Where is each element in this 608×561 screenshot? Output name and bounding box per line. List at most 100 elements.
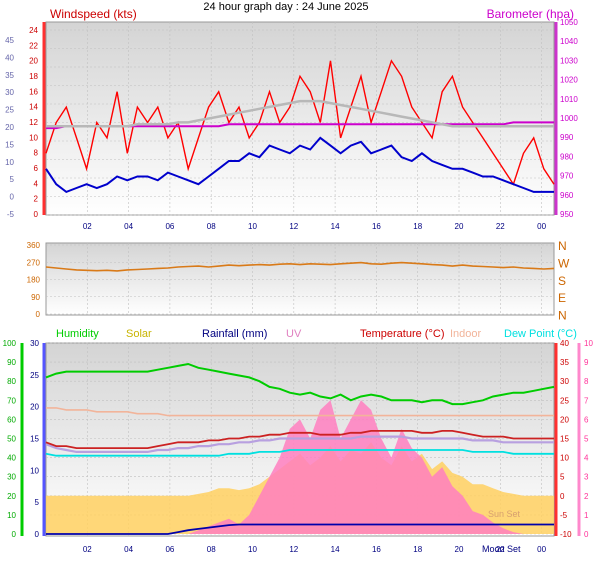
humidity-tick-label: 0	[12, 530, 17, 539]
humidity-tick-label: 30	[7, 473, 16, 482]
legend-item: Humidity	[56, 328, 99, 340]
humidity-tick-label: 70	[7, 396, 16, 405]
rainfall-tick-label: 0	[35, 530, 40, 539]
kts-tick-label: 20	[29, 57, 38, 66]
temperature-series	[45, 429, 554, 450]
temperature-tick-label: 10	[560, 454, 569, 463]
compass-label: N	[558, 309, 567, 323]
kts-tick-label: 8	[34, 149, 39, 158]
temperature-tick-label: -5	[560, 511, 568, 520]
dewpoint-series	[45, 449, 554, 457]
x-tick-label: 20	[455, 222, 464, 231]
temperature-tick-label: -10	[560, 530, 572, 539]
humidity-tick-label: 20	[7, 492, 16, 501]
uv-tick-label: 6	[584, 415, 589, 424]
uv-series	[46, 400, 554, 534]
humidity-tick-label: 100	[3, 339, 17, 348]
kts-tick-label: 22	[29, 41, 38, 50]
sun-set-label: Sun Set	[488, 509, 521, 519]
mps-tick-label: 25	[5, 106, 14, 115]
compass-label: E	[558, 291, 566, 305]
x-tick-label: 14	[331, 222, 340, 231]
kts-tick-label: 2	[34, 195, 39, 204]
uv-tick-label: 9	[584, 358, 589, 367]
hpa-tick-label: 1040	[560, 37, 578, 46]
temperature-tick-label: 25	[560, 396, 569, 405]
hpa-tick-label: 960	[560, 191, 574, 200]
kts-tick-label: 18	[29, 72, 38, 81]
legend-item: Indoor	[450, 328, 482, 340]
humidity-tick-label: 10	[7, 511, 16, 520]
uv-tick-label: 1	[584, 511, 589, 520]
chart-title: 24 hour graph day : 24 June 2025	[203, 1, 368, 13]
x-tick-label: 08	[207, 545, 216, 554]
uv-tick-label: 4	[584, 454, 589, 463]
rainfall-tick-label: 20	[30, 403, 39, 412]
uv-tick-label: 0	[584, 530, 589, 539]
kts-tick-label: 12	[29, 118, 38, 127]
x-tick-label: 12	[289, 222, 298, 231]
x-tick-label: 06	[165, 222, 174, 231]
x-tick-label: 20	[455, 545, 464, 554]
barometer-label: Barometer (hpa)	[487, 7, 574, 21]
kts-tick-label: 24	[29, 26, 38, 35]
mps-tick-label: 35	[5, 71, 14, 80]
compass-label: W	[558, 256, 570, 270]
legend-item: Solar	[126, 328, 152, 340]
x-tick-label: 12	[289, 545, 298, 554]
kts-tick-label: 14	[29, 103, 38, 112]
temperature-tick-label: 40	[560, 339, 569, 348]
rainfall-tick-label: 15	[30, 435, 39, 444]
humidity-tick-label: 40	[7, 454, 16, 463]
x-tick-label: 00	[537, 545, 546, 554]
humidity-tick-label: 50	[7, 435, 16, 444]
humidity-tick-label: 90	[7, 358, 16, 367]
x-tick-label: 04	[124, 545, 133, 554]
temperature-tick-label: 30	[560, 377, 569, 386]
x-tick-label: 14	[331, 545, 340, 554]
humidity-tick-label: 80	[7, 377, 16, 386]
hpa-tick-label: 980	[560, 152, 574, 161]
x-tick-label: 00	[537, 222, 546, 231]
indoor-series	[46, 407, 554, 417]
mps-tick-label: 15	[5, 140, 14, 149]
x-tick-label: 22	[496, 222, 505, 231]
hpa-tick-label: 1020	[560, 76, 578, 85]
x-tick-label: 16	[372, 545, 381, 554]
uv-tick-label: 8	[584, 377, 589, 386]
x-tick-label: 10	[248, 545, 257, 554]
mps-tick-label: 10	[5, 158, 14, 167]
hpa-tick-label: 970	[560, 172, 574, 181]
x-tick-label: 22	[496, 545, 505, 554]
x-tick-label: 02	[83, 545, 92, 554]
humidity-series	[45, 362, 555, 406]
x-tick-label: 18	[413, 222, 422, 231]
uv-tick-label: 2	[584, 492, 589, 501]
hpa-tick-label: 1030	[560, 56, 578, 65]
uv-tick-label: 3	[584, 473, 589, 482]
legend-item: Rainfall (mm)	[202, 328, 267, 340]
humidity-tick-label: 60	[7, 415, 16, 424]
kts-tick-label: 10	[29, 133, 38, 142]
direction-tick-label: 0	[36, 310, 41, 319]
avg-wind-series	[45, 136, 554, 194]
temperature-tick-label: 35	[560, 358, 569, 367]
apparent-temperature-series	[45, 435, 554, 453]
compass-label: N	[558, 239, 567, 253]
hpa-tick-label: 1050	[560, 18, 578, 27]
windspeed-label: Windspeed (kts)	[50, 7, 137, 21]
temperature-tick-label: 0	[560, 492, 565, 501]
legend-item: Dew Point (°C)	[504, 328, 577, 340]
x-tick-label: 06	[165, 545, 174, 554]
rainfall-tick-label: 25	[30, 371, 39, 380]
hpa-tick-label: 990	[560, 133, 574, 142]
uv-tick-label: 7	[584, 396, 589, 405]
legend-item: Temperature (°C)	[360, 328, 444, 340]
uv-tick-label: 10	[584, 339, 593, 348]
hpa-tick-label: 1000	[560, 114, 578, 123]
kts-tick-label: 16	[29, 87, 38, 96]
x-tick-label: 08	[207, 222, 216, 231]
mps-tick-label: 45	[5, 36, 14, 45]
rainfall-tick-label: 10	[30, 466, 39, 475]
